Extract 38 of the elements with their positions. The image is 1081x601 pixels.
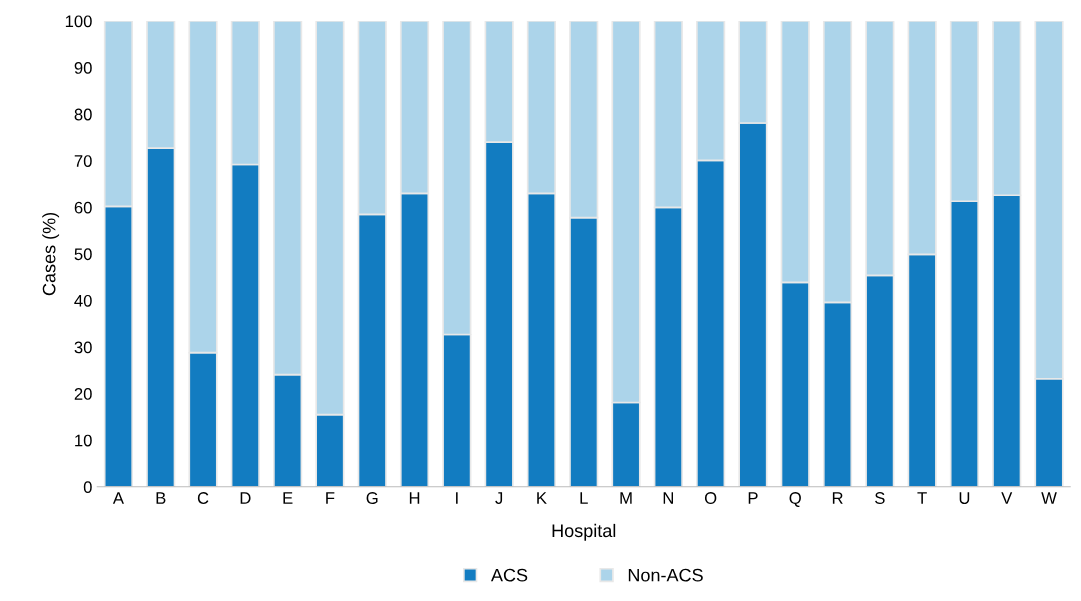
x-tick-label: F	[326, 492, 335, 504]
x-tick-label: B	[156, 492, 166, 504]
x-tick-label: J	[495, 492, 503, 504]
y-tick-label: 30	[74, 341, 92, 354]
y-tick-label: 70	[74, 155, 92, 167]
x-tick-label: M	[620, 492, 632, 504]
y-tick-label: 80	[74, 108, 92, 121]
y-tick-label: 10	[75, 434, 92, 447]
x-tick-label: S	[875, 492, 885, 504]
x-tick-label: Q	[789, 492, 801, 507]
x-tick-label: O	[704, 492, 717, 504]
x-tick-label: V	[1001, 492, 1013, 504]
x-tick-label: T	[917, 492, 927, 504]
x-tick-label: H	[409, 492, 420, 504]
x-tick-label: I	[456, 492, 458, 504]
x-tick-label: C	[197, 492, 209, 504]
x-tick-label: G	[366, 492, 378, 504]
x-tick-label: P	[748, 492, 758, 504]
x-tick-label: U	[959, 492, 970, 504]
x-tick-label: A	[112, 492, 124, 504]
legend-label: Non-ACS	[628, 568, 703, 582]
y-tick-label: 100	[65, 15, 92, 28]
x-tick-label: L	[580, 492, 588, 504]
legend-label: ACS	[490, 568, 528, 582]
x-tick-label: N	[663, 492, 673, 504]
x-axis-title: Hospital	[552, 523, 616, 541]
x-tick-label: W	[1041, 492, 1057, 504]
y-axis-title: Cases (%)	[42, 212, 60, 296]
y-tick-label: 90	[74, 62, 92, 74]
x-tick-label: E	[283, 492, 293, 504]
y-tick-label: 40	[74, 294, 92, 307]
y-tick-label: 50	[74, 248, 92, 261]
y-tick-label: 0	[83, 481, 92, 494]
x-tick-label: K	[537, 492, 547, 504]
y-tick-label: 60	[74, 201, 92, 214]
y-tick-label: 20	[74, 388, 92, 400]
x-tick-label: R	[832, 492, 843, 504]
x-tick-label: D	[240, 492, 251, 504]
